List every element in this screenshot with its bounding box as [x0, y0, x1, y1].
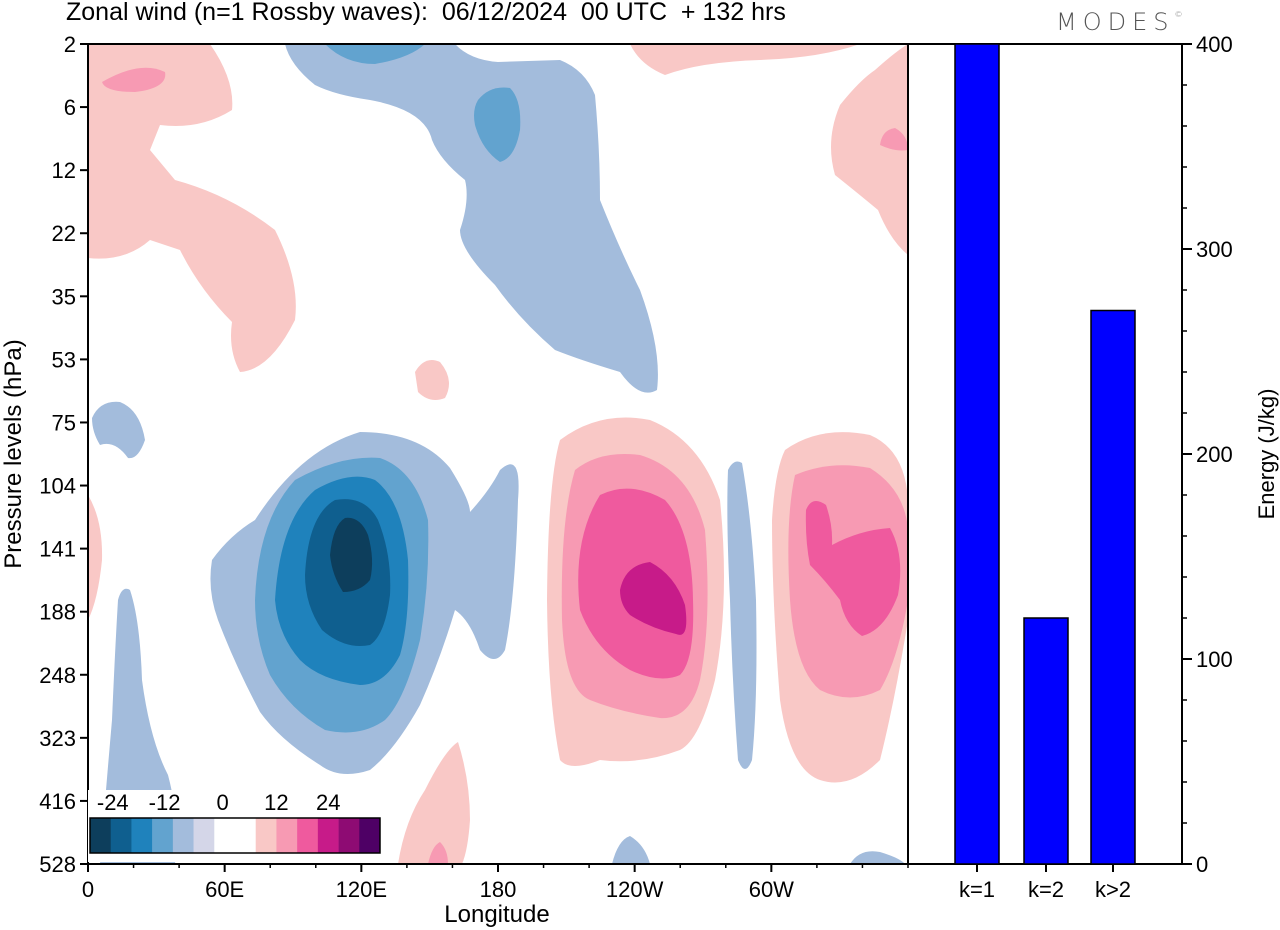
y-tick-label: 35	[52, 284, 76, 309]
x-tick-label: 120W	[606, 877, 664, 902]
colorbar-swatch	[110, 818, 132, 853]
colorbar-swatch	[214, 818, 236, 853]
y-tick-label: 323	[39, 726, 76, 751]
energy-tick-label: 200	[1196, 442, 1233, 467]
energy-bar	[954, 43, 1000, 865]
y-tick-label: 141	[39, 537, 76, 562]
x-axis: 0 60E 120E 180 120W 60W	[82, 864, 909, 902]
modes-logo: MODES©	[1056, 8, 1182, 36]
negative-region	[727, 461, 757, 769]
x-tick-label: 180	[480, 877, 517, 902]
colorbar-label: -12	[149, 790, 181, 815]
y-tick-label: 104	[39, 474, 76, 499]
bar-category-label: k>2	[1095, 877, 1131, 902]
y-tick-label: 2	[64, 32, 76, 57]
negative-anomaly-regions	[92, 44, 905, 864]
colorbar-swatch	[172, 818, 194, 853]
positive-region	[428, 842, 448, 864]
y-tick-label: 53	[52, 347, 76, 372]
x-tick-label: 60W	[749, 877, 794, 902]
positive-region	[88, 495, 103, 620]
energy-axis: 0 100 200 300 400	[1182, 32, 1233, 877]
x-tick-label: 120E	[336, 877, 387, 902]
negative-region	[850, 851, 905, 864]
negative-region	[330, 517, 373, 592]
y-axis: 2 6 12 22 35 53 75 104 141 188 248 323 416 528	[39, 32, 88, 877]
colorbar-swatch	[359, 818, 381, 853]
positive-region	[88, 44, 296, 372]
y-tick-label: 6	[64, 95, 76, 120]
negative-region	[285, 44, 658, 393]
negative-region	[325, 44, 425, 64]
y-tick-label: 528	[39, 852, 76, 877]
y-tick-label: 12	[52, 158, 76, 183]
energy-tick-label: 400	[1196, 32, 1233, 57]
energy-bar	[1023, 617, 1069, 865]
y-tick-label: 188	[39, 600, 76, 625]
energy-axis-label: Energy (J/kg)	[1254, 389, 1279, 520]
bar-category-label: k=2	[1028, 877, 1064, 902]
colorbar-label: -24	[97, 790, 129, 815]
colorbar-frame	[89, 817, 381, 854]
y-axis-label: Pressure levels (hPa)	[0, 339, 27, 568]
energy-tick-label: 0	[1196, 852, 1208, 877]
positive-region	[102, 67, 166, 92]
positive-region	[630, 44, 860, 75]
negative-region	[612, 836, 650, 864]
colorbar-label: 0	[216, 790, 228, 815]
energy-tick-label: 100	[1196, 647, 1233, 672]
positive-region	[620, 562, 687, 635]
x-axis-label: Longitude	[444, 901, 549, 928]
positive-region	[831, 44, 908, 255]
bar-category-label: k=1	[959, 877, 995, 902]
colorbar-swatch	[131, 818, 153, 853]
x-tick-label: 0	[82, 877, 94, 902]
colorbar: -24 -12 0 12 24	[88, 790, 384, 862]
logo-text: MODES	[1056, 8, 1175, 36]
positive-region	[805, 501, 901, 636]
negative-region	[474, 87, 521, 162]
colorbar-label: 12	[264, 790, 288, 815]
colorbar-swatch	[255, 818, 277, 853]
energy-tick-label: 300	[1196, 237, 1233, 262]
colorbar-swatch	[317, 818, 339, 853]
colorbar-swatch	[152, 818, 174, 853]
positive-region	[398, 742, 470, 864]
colorbar-swatch	[297, 818, 319, 853]
colorbar-swatch	[338, 818, 360, 853]
colorbar-swatch	[193, 818, 215, 853]
colorbar-swatch	[276, 818, 298, 853]
energy-bars: k=1 k=2 k>2	[954, 43, 1136, 902]
positive-region	[880, 128, 908, 151]
colorbar-swatch	[235, 818, 257, 853]
x-tick-label: 60E	[205, 877, 244, 902]
chart-title: Zonal wind (n=1 Rossby waves): 06/12/202…	[66, 0, 786, 26]
positive-region	[415, 359, 449, 400]
positive-anomaly-regions	[88, 44, 908, 864]
y-tick-label: 248	[39, 663, 76, 688]
negative-region	[92, 401, 145, 459]
colorbar-swatch	[90, 818, 112, 853]
zonal-wind-field	[88, 44, 908, 864]
colorbar-label: 24	[316, 790, 340, 815]
y-tick-label: 22	[52, 221, 76, 246]
logo-mark: ©	[1174, 10, 1183, 19]
y-tick-label: 416	[39, 789, 76, 814]
energy-bar	[1090, 309, 1136, 865]
y-tick-label: 75	[52, 410, 76, 435]
